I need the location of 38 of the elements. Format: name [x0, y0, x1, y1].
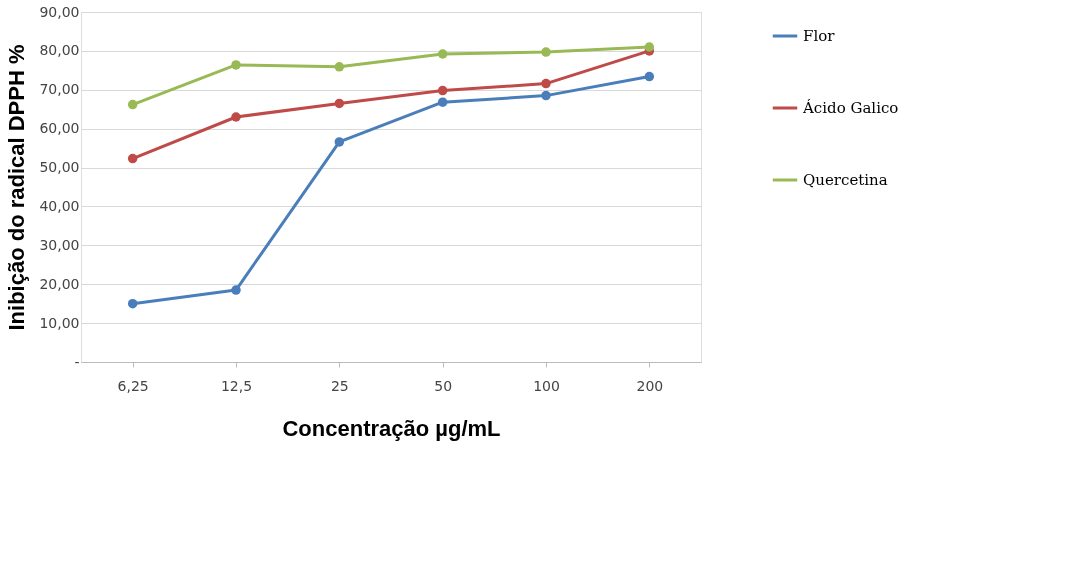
y-tick-label: 70,00 — [39, 81, 80, 98]
x-tick-label: 200 — [636, 377, 664, 394]
y-tick-label: 30,00 — [39, 236, 80, 253]
legend-label: Quercetina — [803, 171, 888, 189]
point — [541, 78, 551, 89]
y-tick-label: 60,00 — [39, 120, 80, 137]
point — [541, 90, 551, 101]
point — [437, 97, 448, 107]
point — [231, 112, 241, 122]
point — [437, 85, 448, 96]
y-tick-label: 90,00 — [39, 3, 80, 20]
legend-label: Flor — [803, 27, 836, 45]
point — [541, 47, 551, 57]
point — [334, 98, 345, 109]
x-tick-label: 25 — [330, 377, 349, 394]
x-tick-label: 12,5 — [220, 377, 253, 394]
point — [231, 60, 241, 70]
point — [334, 137, 345, 147]
x-tick-label: 6,25 — [117, 377, 149, 394]
y-tick-label: 80,00 — [39, 42, 80, 59]
point — [644, 42, 655, 52]
point — [127, 298, 138, 309]
x-axis-title: Concentração µg/mL — [282, 415, 501, 441]
legend-label: Ácido Galico — [802, 99, 899, 117]
point — [334, 62, 345, 72]
y-tick-label: 10,00 — [39, 314, 80, 331]
point — [231, 285, 241, 295]
x-tick-label: 100 — [533, 377, 560, 394]
point — [127, 153, 138, 164]
point — [644, 71, 655, 82]
y-tick-label: 40,00 — [39, 197, 80, 214]
y-tick-label: - — [74, 353, 80, 370]
point — [437, 49, 448, 59]
point — [127, 99, 138, 110]
x-tick-label: 50 — [434, 377, 453, 394]
y-tick-label: 20,00 — [39, 275, 80, 292]
y-axis-title: Inibição do radical DPPH % — [4, 44, 30, 331]
y-tick-label: 50,00 — [39, 159, 80, 176]
